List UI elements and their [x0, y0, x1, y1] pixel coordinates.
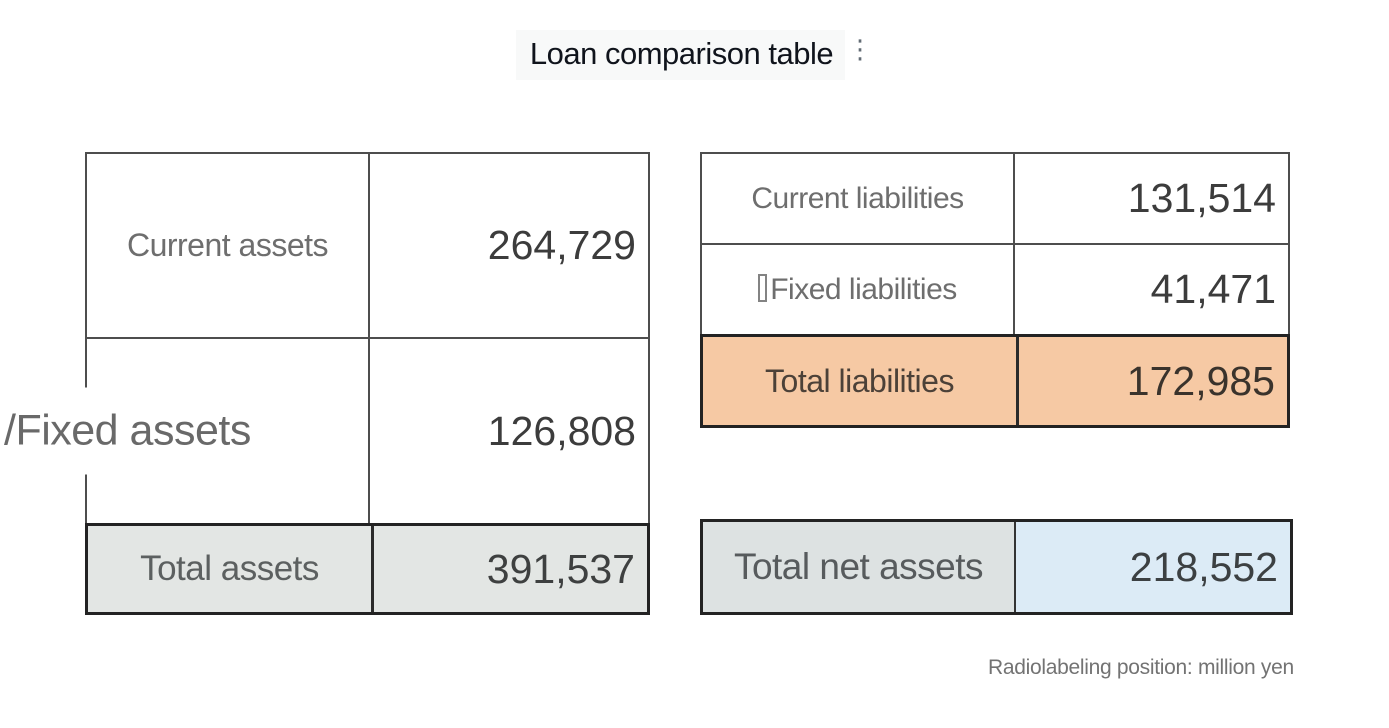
row-label: Current liabilities: [702, 154, 1015, 243]
row-label: Total assets: [88, 526, 374, 612]
row-label: Fixed liabilities: [770, 272, 957, 306]
row-value: 218,552: [1016, 522, 1290, 612]
row-value: 172,985: [1126, 357, 1275, 404]
row-value: 264,729: [487, 222, 636, 268]
liabilities-table: Current liabilities 131,514 Fixed liabil…: [700, 152, 1290, 428]
table-row: Fixed liabilities 41,471: [702, 245, 1288, 334]
row-value: 131,514: [1127, 175, 1276, 221]
row-label: /Fixed assets: [2, 387, 261, 475]
page-title-row: Loan comparison table ⋮: [0, 30, 1389, 80]
net-assets-row: Total net assets 218,552: [700, 519, 1293, 615]
table-row-total: Total liabilities 172,985: [700, 334, 1290, 428]
table-row: Current assets 264,729: [87, 154, 648, 339]
title-artifact-mark: ⋮: [847, 35, 874, 65]
row-label-cell: /Fixed assets: [2, 339, 370, 523]
unit-footnote: Radiolabeling position: million yen: [988, 656, 1294, 679]
row-label: Current assets: [87, 154, 370, 337]
row-value: 126,808: [487, 407, 636, 454]
assets-table: Current assets 264,729 /Fixed assets 126…: [2, 152, 650, 615]
row-value: 41,471: [1150, 266, 1276, 312]
table-row: /Fixed assets 126,808: [2, 339, 648, 523]
row-label: Total liabilities: [703, 337, 1019, 425]
row-label: Total net assets: [703, 522, 1016, 612]
page-title: Loan comparison table: [515, 30, 846, 80]
row-value: 391,537: [486, 545, 635, 592]
missing-glyph-icon: [758, 273, 768, 302]
table-row-total: Total assets 391,537: [85, 523, 650, 615]
table-row: Current liabilities 131,514: [702, 154, 1288, 245]
row-label-cell: Fixed liabilities: [702, 245, 1015, 334]
